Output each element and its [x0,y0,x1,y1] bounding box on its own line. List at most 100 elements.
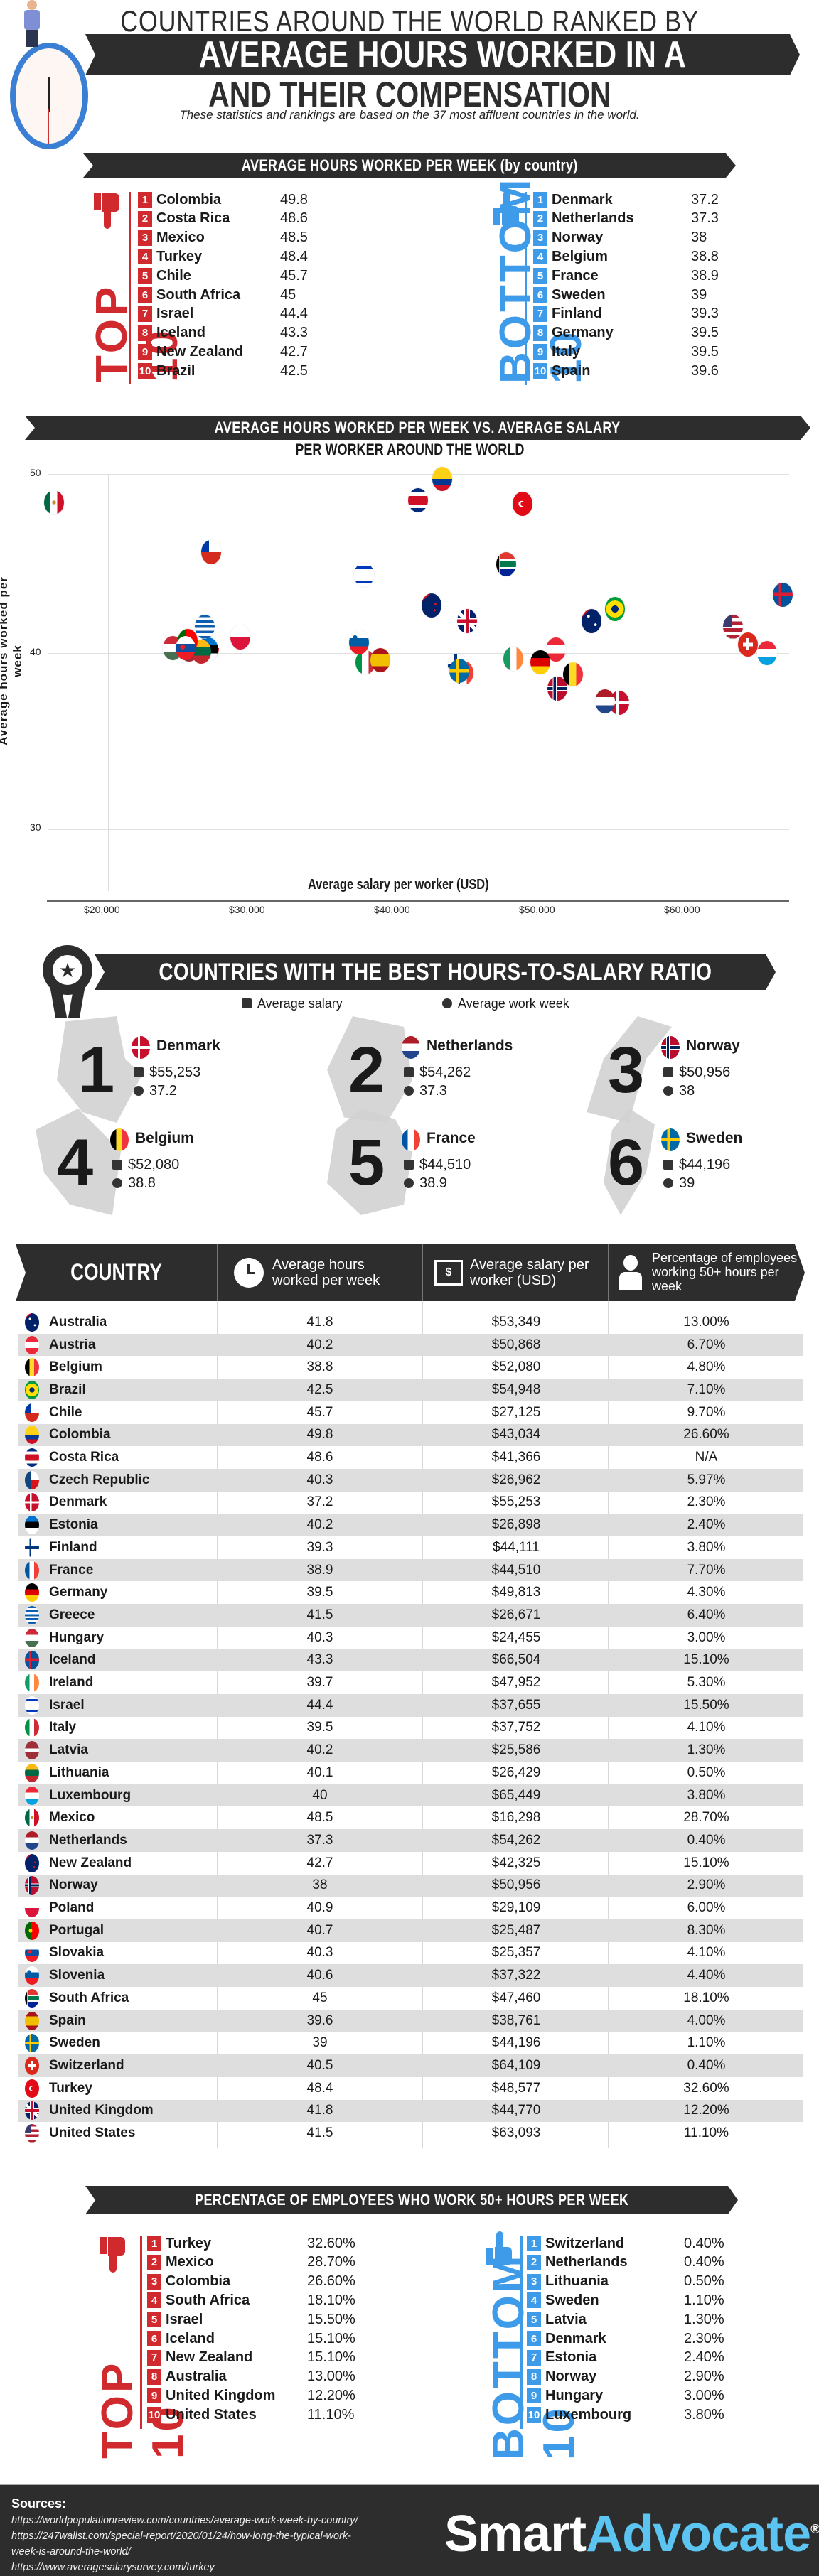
list-country: Turkey [156,248,203,264]
table-row: Iceland 43.3 $66,504 15.10% [18,1649,803,1672]
cell-percentage: 0.40% [687,2057,726,2073]
table-row: Slovakia 40.3 $25,357 4.10% [18,1942,803,1965]
list-item: 8 Australia 13.00% [147,2368,355,2386]
flag-estonia-icon [25,1516,39,1535]
rank-badge: 9 [147,2388,161,2404]
salary-envelope-icon [663,1160,673,1170]
flag-brazil-icon [25,1380,39,1399]
cell-salary: $38,761 [491,2012,541,2028]
award-ribbon-icon: ★ [43,945,95,1023]
hours-value: 38 [663,1083,695,1099]
thumbs-down-icon [100,2237,125,2274]
list-value: 45 [280,286,296,303]
cell-country: Denmark [18,1493,217,1512]
flag-point-colombia-icon [432,467,452,491]
flag-greece-icon [25,1605,39,1624]
list-country: Estonia [545,2349,597,2366]
cell-percentage: 0.40% [687,1832,726,1848]
list-country: Israel [156,306,194,322]
rank-badge: 7 [147,2349,161,2366]
clock-icon [404,1086,414,1096]
cell-hours: 38.9 [306,1562,333,1578]
gridline-y30 [48,829,789,830]
th-percentage: Percentage of employees working 50+ hour… [608,1244,805,1301]
rank-badge: 7 [533,306,547,322]
list-item: 3 Lithuania 0.50% [527,2273,724,2291]
x-tick-50k: $50,000 [519,904,555,915]
flag-point-poland-icon [230,625,250,650]
list-country: New Zealand [156,343,244,360]
list-country: South Africa [156,286,241,303]
list-item: 10 Luxembourg 3.80% [527,2405,724,2424]
flag-denmark-icon [25,1493,39,1512]
y-tick-50: 50 [30,467,41,478]
table-row: United States 41.5 $63,093 11.10% [18,2122,803,2145]
cell-country: Ireland [18,1674,217,1693]
flag-point-ireland-icon [503,646,524,671]
list-country: Sweden [552,286,606,303]
cell-percentage: 3.80% [687,1787,726,1803]
flag-turkey-icon [25,2079,39,2098]
cell-hours: 39 [312,2035,328,2051]
cell-salary: $37,752 [491,1720,541,1735]
list-country: New Zealand [166,2349,253,2366]
table-row: Poland 40.9 $29,109 6.00% [18,1897,803,1919]
list-item: 6 Iceland 15.10% [147,2329,355,2348]
cell-hours: 39.5 [306,1585,333,1600]
y-tick-40: 40 [30,646,41,657]
rank-badge: 7 [527,2349,541,2366]
cell-salary: $41,366 [491,1450,541,1465]
cell-hours: 48.5 [306,1810,333,1826]
source-link[interactable]: https://247wallst.com/special-report/202… [11,2531,351,2542]
flag-point-south-africa-icon [496,552,517,576]
cell-percentage: 4.30% [687,1585,726,1600]
flag-latvia-icon [25,1741,39,1760]
best-ratio-card: 6 Sweden $44,196 39 [594,1109,807,1215]
cell-country: Costa Rica [18,1448,217,1467]
rank-badge: 1 [527,2236,541,2251]
list-country: Spain [552,362,591,379]
cell-percentage: 32.60% [683,2080,729,2096]
cell-country: Switzerland [18,2056,217,2075]
cell-hours: 39.5 [306,1720,333,1735]
cell-hours: 40.6 [306,1968,333,1983]
source-link[interactable]: https://www.averagesalarysurvey.com/turk… [11,2562,215,2573]
y-tick-30: 30 [30,821,41,833]
list-country: Germany [552,325,614,341]
cell-country: Sweden [18,2034,217,2053]
cell-hours: 40.2 [306,1742,333,1758]
table-row: Colombia 49.8 $43,034 26.60% [18,1423,803,1447]
smartadvocate-logo: SmartAdvocate® [444,2506,819,2562]
cell-country: Chile [18,1403,217,1422]
cell-hours: 39.7 [306,1675,333,1691]
cell-hours: 45.7 [306,1404,333,1420]
list-value: 3.80% [684,2406,724,2423]
cell-country: South Africa [18,1988,217,2008]
rank-badge: 9 [527,2388,541,2404]
cell-salary: $16,298 [491,1810,541,1826]
list-country: Luxembourg [545,2406,632,2423]
cell-country: France [18,1561,217,1580]
flag-mexico-icon [25,1809,39,1828]
list-item: 2 Mexico 28.70% [147,2253,355,2272]
table-row: Brazil 42.5 $54,948 7.10% [18,1379,803,1401]
source-link-continued[interactable]: week-is-around-the-world/ [11,2546,131,2558]
flag-point-netherlands-icon [594,689,615,713]
cell-percentage: 8.30% [687,1922,726,1938]
clock-icon [404,1178,414,1188]
list-value: 48.4 [280,248,308,264]
flag-point-australia-icon [582,609,602,633]
list-country: Costa Rica [156,210,230,227]
list-country: Turkey [166,2235,212,2251]
source-link[interactable]: https://worldpopulationreview.com/countr… [11,2515,358,2526]
thumbs-up-icon [486,2231,512,2267]
cell-hours: 48.4 [306,2080,333,2096]
cell-country: Estonia [18,1516,217,1535]
cell-percentage: 13.00% [683,1314,729,1330]
table-row: Denmark 37.2 $55,253 2.30% [18,1492,803,1514]
cell-country: Greece [18,1605,217,1624]
flag-point-spain-icon [370,648,390,672]
cell-percentage: 15.50% [683,1697,729,1713]
cell-hours: 40.2 [306,1337,333,1352]
list-value: 0.40% [684,2235,724,2251]
